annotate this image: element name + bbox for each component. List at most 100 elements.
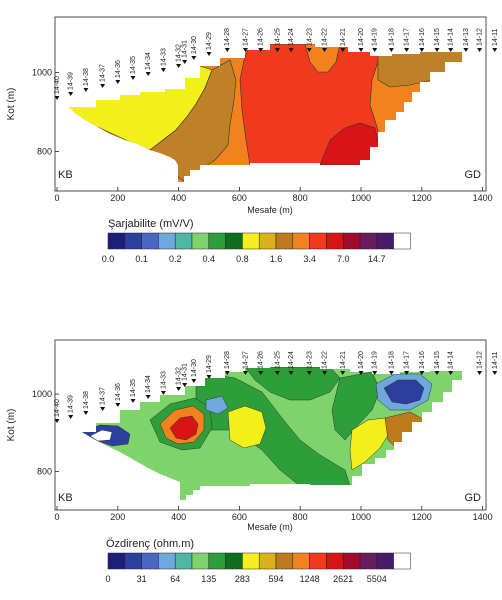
station-label: 14-25 bbox=[274, 28, 281, 46]
x-tick-label: 600 bbox=[232, 512, 247, 522]
station-marker: 14-25 bbox=[274, 351, 281, 375]
station-marker: 14-30 bbox=[191, 359, 198, 383]
region-cond-west-inner bbox=[89, 429, 113, 442]
station-label: 14-30 bbox=[191, 359, 198, 377]
colorbar-label: 0.8 bbox=[236, 254, 249, 264]
station-label: 14-40 bbox=[54, 76, 61, 94]
station-marker: 14-24 bbox=[288, 28, 295, 52]
colorbar-label: 1.6 bbox=[270, 254, 283, 264]
region-green-east bbox=[331, 371, 381, 441]
x-tick-label: 800 bbox=[293, 193, 308, 203]
station-marker: 14-21 bbox=[340, 351, 347, 375]
x-tick-label: 1400 bbox=[473, 193, 493, 203]
colorbar-swatch bbox=[376, 552, 394, 570]
colorbar-swatch bbox=[309, 232, 327, 250]
colorbar-label: 594 bbox=[268, 574, 283, 584]
colorbar-swatch bbox=[174, 552, 193, 570]
station-label: 14-28 bbox=[224, 28, 231, 46]
y-tick-label: 800 bbox=[37, 466, 52, 476]
station-marker: 14-20 bbox=[358, 351, 365, 375]
colorbar-label: 135 bbox=[201, 574, 216, 584]
x-tick-label: 1000 bbox=[351, 512, 371, 522]
colorbar-swatch bbox=[292, 232, 310, 250]
colorbar-swatch bbox=[359, 232, 378, 250]
station-label: 14-19 bbox=[372, 28, 379, 46]
colorbar-swatch bbox=[326, 232, 344, 250]
station-label: 14-27 bbox=[242, 351, 249, 369]
station-marker: 14-29 bbox=[206, 32, 213, 56]
station-label: 14-39 bbox=[68, 72, 75, 90]
station-label: 14-17 bbox=[404, 28, 411, 46]
station-label: 14-16 bbox=[419, 351, 426, 369]
station-label: 14-36 bbox=[115, 383, 122, 401]
colorbar-swatch bbox=[326, 552, 344, 570]
station-marker: 14-27 bbox=[242, 28, 249, 52]
colorbar-swatch bbox=[208, 552, 226, 570]
colorbar-swatch bbox=[359, 552, 378, 570]
station-marker: 14-16 bbox=[419, 351, 426, 375]
colorbar-label: 14.7 bbox=[368, 254, 386, 264]
station-marker: 14-38 bbox=[83, 391, 90, 415]
corner-label-left: KB bbox=[58, 492, 73, 504]
station-marker: 14-12 bbox=[477, 28, 484, 52]
station-marker: 14-11 bbox=[492, 29, 499, 52]
station-label: 14-25 bbox=[274, 351, 281, 369]
region-resistive-620 bbox=[227, 405, 267, 449]
station-label: 14-24 bbox=[288, 351, 295, 369]
station-marker: 14-39 bbox=[68, 72, 75, 96]
station-label: 14-29 bbox=[206, 355, 213, 373]
region-central-notch bbox=[304, 44, 341, 73]
station-marker: 14-30 bbox=[191, 36, 198, 60]
y-axis-label: Kot (m) bbox=[6, 88, 17, 121]
station-marker: 14-32 bbox=[176, 44, 183, 68]
station-label: 14-14 bbox=[448, 351, 455, 369]
station-label: 14-26 bbox=[258, 28, 265, 46]
colorbar-swatch bbox=[393, 232, 411, 250]
station-label: 14-11 bbox=[492, 29, 499, 46]
station-label: 14-37 bbox=[100, 64, 107, 82]
station-label: 14-16 bbox=[419, 28, 426, 46]
station-label: 14-21 bbox=[340, 351, 347, 369]
colorbar-swatch bbox=[393, 552, 411, 570]
plot-frame bbox=[54, 339, 487, 511]
region-cond-east-inner bbox=[383, 379, 425, 405]
station-marker: 14-36 bbox=[115, 60, 122, 84]
y-axis: 800 1000 bbox=[32, 67, 59, 156]
station-marker: 14-24 bbox=[288, 351, 295, 375]
colorbar-label: 7.0 bbox=[337, 254, 350, 264]
station-label: 14-32 bbox=[176, 44, 183, 62]
station-marker: 14-25 bbox=[274, 28, 281, 52]
y-axis: 800 1000 bbox=[32, 389, 59, 476]
station-label: 14-12 bbox=[477, 351, 484, 369]
station-label: 14-18 bbox=[388, 28, 395, 46]
station-label: 14-18 bbox=[388, 351, 395, 369]
station-label: 14-12 bbox=[477, 28, 484, 46]
station-marker: 14-23 bbox=[306, 28, 313, 52]
colorbar-label: 0.2 bbox=[169, 254, 182, 264]
y-tick-label: 1000 bbox=[32, 67, 52, 77]
y-axis-label: Kot (m) bbox=[6, 409, 17, 442]
region-east-shallow bbox=[377, 49, 462, 88]
station-label: 14-37 bbox=[100, 387, 107, 405]
station-marker: 14-15 bbox=[434, 28, 441, 52]
x-axis-label: Mesafe (m) bbox=[247, 522, 293, 532]
colorbar-swatch bbox=[292, 552, 310, 570]
station-marker: 14-37 bbox=[100, 387, 107, 411]
station-label: 14-27 bbox=[242, 28, 249, 46]
station-marker: 14-33 bbox=[160, 371, 167, 395]
station-marker: 14-26 bbox=[258, 351, 265, 375]
colorbar: 0 31 64 135 283 594 1248 2621 5504 bbox=[105, 552, 411, 584]
station-label: 14-38 bbox=[83, 68, 90, 86]
colorbar-swatch bbox=[107, 552, 126, 570]
colorbar-swatch bbox=[242, 552, 260, 570]
region-blue-lobe bbox=[205, 395, 229, 415]
station-marker: 14-14 bbox=[448, 28, 455, 52]
y-tick-label: 1000 bbox=[32, 389, 52, 399]
colorbar-swatch bbox=[174, 232, 193, 250]
station-marker: 14-19 bbox=[372, 28, 379, 52]
x-tick-label: 0 bbox=[54, 193, 59, 203]
station-label: 14-33 bbox=[160, 48, 167, 66]
x-tick-label: 400 bbox=[171, 512, 186, 522]
